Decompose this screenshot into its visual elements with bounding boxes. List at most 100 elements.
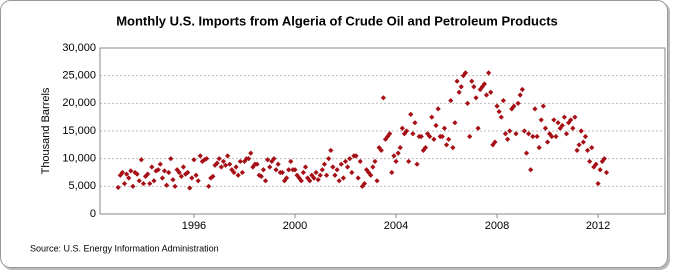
data-point	[574, 147, 580, 153]
data-point	[536, 145, 542, 151]
frame	[0, 0, 668, 268]
data-point	[553, 133, 559, 140]
data-point	[582, 133, 589, 140]
data-point	[189, 175, 195, 181]
plot-border	[99, 47, 666, 215]
data-point	[563, 131, 570, 137]
data-point	[233, 164, 239, 170]
data-point	[589, 145, 595, 151]
data-point	[155, 167, 161, 173]
data-point	[391, 153, 397, 159]
data-point	[538, 117, 544, 123]
data-point	[542, 125, 549, 131]
data-point	[481, 81, 488, 87]
data-point	[187, 185, 193, 191]
data-point	[441, 125, 448, 131]
data-point	[408, 111, 414, 117]
data-point	[454, 78, 460, 84]
data-point	[555, 120, 561, 126]
data-point	[488, 89, 494, 95]
data-point	[406, 158, 412, 165]
data-point	[300, 169, 306, 176]
data-point	[307, 178, 313, 184]
data-point	[246, 156, 252, 162]
data-point	[477, 86, 483, 93]
data-point	[452, 120, 458, 126]
data-point	[382, 136, 389, 142]
data-point	[260, 167, 267, 173]
data-point	[519, 86, 525, 93]
data-point	[467, 133, 473, 140]
data-point	[319, 167, 325, 173]
y-tick-label: 20,000	[62, 97, 96, 109]
data-point	[296, 175, 302, 181]
data-point	[218, 164, 224, 170]
data-point	[128, 168, 134, 174]
data-point	[387, 131, 393, 137]
data-point	[315, 177, 321, 183]
data-point	[448, 97, 454, 104]
data-point	[422, 145, 429, 151]
data-point	[570, 125, 576, 131]
data-point	[271, 156, 277, 162]
data-point	[121, 180, 128, 187]
data-point	[526, 131, 532, 137]
data-point	[443, 142, 450, 148]
data-point	[340, 175, 347, 181]
data-point	[347, 156, 353, 162]
data-point	[279, 169, 285, 176]
data-point	[599, 158, 605, 165]
data-point	[267, 164, 273, 170]
data-point	[140, 180, 147, 187]
data-point	[597, 167, 603, 173]
y-tick-label: 0	[90, 208, 96, 220]
data-point	[157, 161, 163, 167]
data-point	[378, 147, 384, 153]
data-point	[136, 178, 142, 184]
data-point	[134, 171, 140, 177]
data-point	[580, 139, 586, 145]
data-point	[528, 167, 534, 173]
data-point	[593, 161, 599, 167]
data-point	[273, 167, 279, 173]
data-point	[326, 156, 332, 162]
data-point	[166, 169, 172, 176]
data-point	[479, 84, 485, 90]
data-point	[578, 128, 584, 134]
data-point	[572, 114, 578, 120]
data-point	[178, 173, 184, 179]
data-point	[359, 183, 365, 189]
data-point	[471, 84, 477, 90]
data-point	[357, 158, 363, 165]
data-point	[180, 164, 187, 170]
data-point	[504, 136, 511, 142]
data-point	[370, 164, 376, 170]
data-point	[492, 139, 498, 145]
data-point	[225, 153, 231, 159]
data-point	[168, 156, 174, 162]
x-tick-label: 2000	[283, 220, 307, 232]
data-point	[507, 128, 513, 134]
data-point	[115, 184, 121, 191]
data-point	[433, 122, 439, 129]
data-point	[372, 158, 378, 165]
data-point	[393, 158, 399, 165]
data-point	[216, 156, 222, 162]
data-point	[283, 175, 290, 181]
data-point	[427, 133, 433, 140]
data-point	[523, 150, 530, 156]
data-point	[172, 183, 178, 189]
x-tick-label: 2004	[384, 220, 408, 232]
data-point	[534, 133, 540, 140]
data-point	[363, 167, 370, 173]
data-point	[332, 172, 338, 178]
data-point	[458, 84, 464, 90]
data-point	[494, 103, 500, 109]
data-point	[176, 169, 182, 176]
data-point	[235, 172, 241, 178]
data-point	[418, 133, 424, 140]
data-point	[311, 175, 317, 181]
data-point	[159, 175, 165, 181]
data-point	[603, 169, 610, 176]
